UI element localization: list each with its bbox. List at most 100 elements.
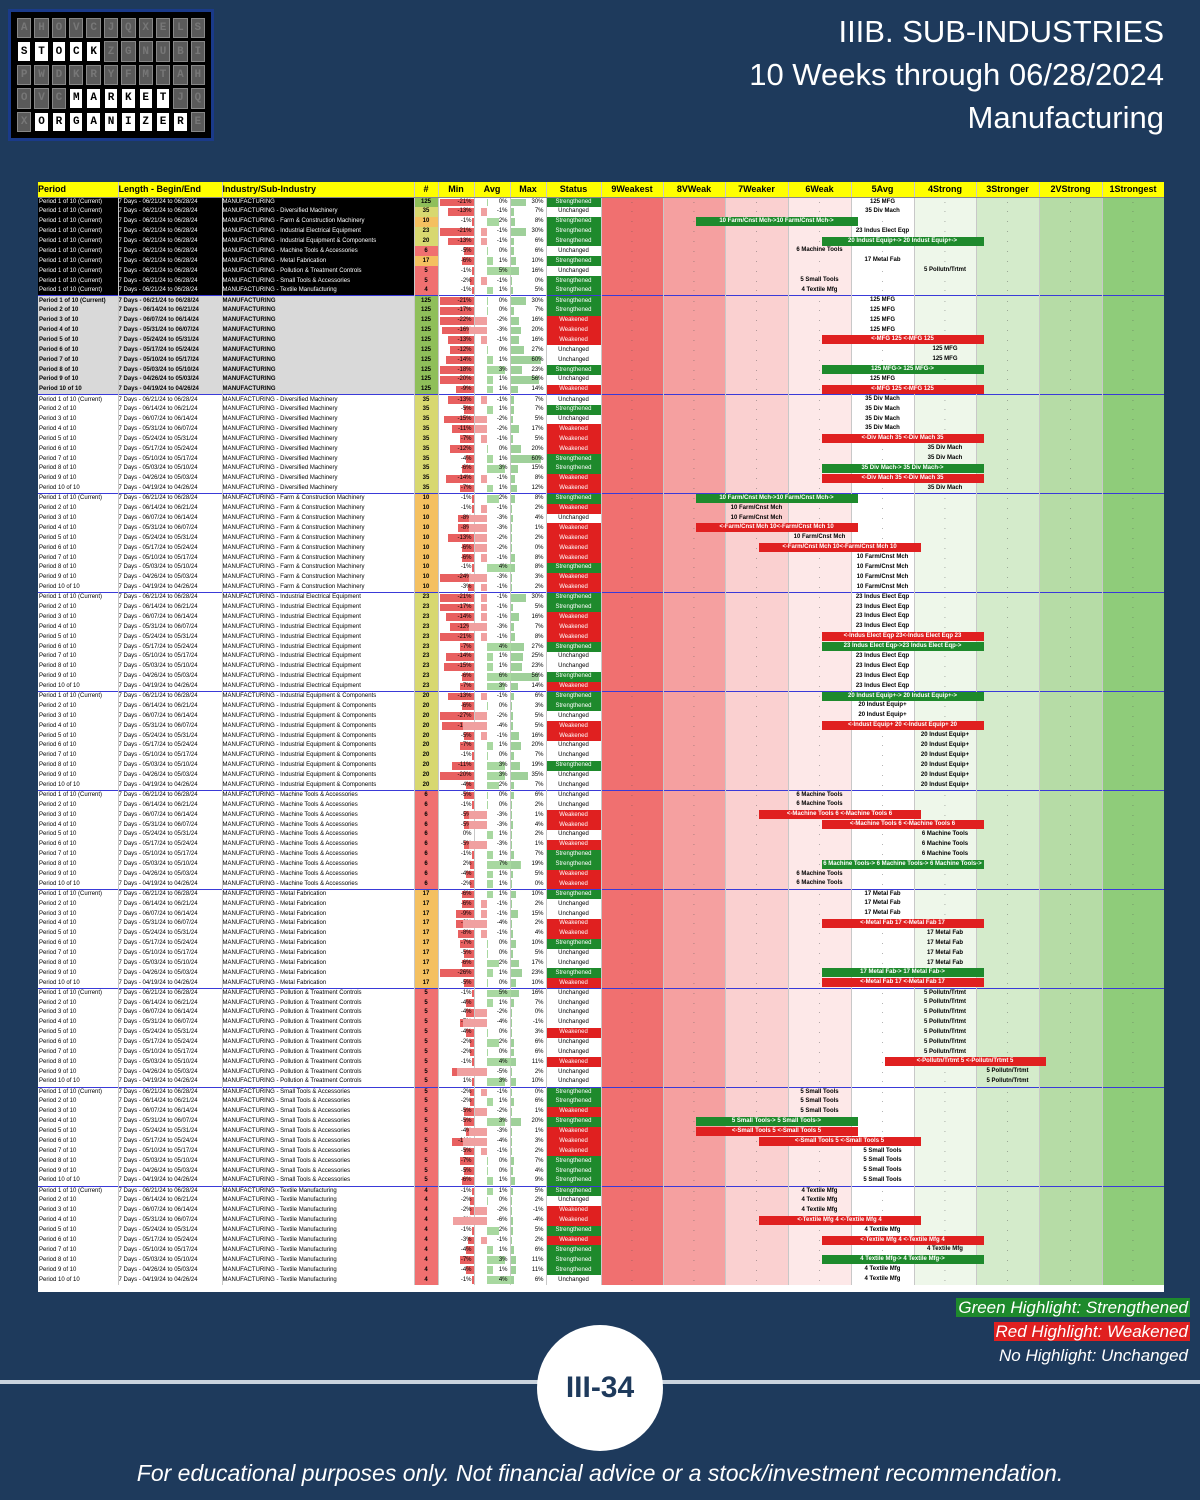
max-cell: 12% [510, 483, 547, 494]
period-cell: Period 6 of 10 [38, 444, 119, 455]
status-cell: Weakened [546, 483, 602, 494]
max-value: 17% [531, 960, 544, 967]
min-cell: -5% [438, 1146, 475, 1157]
rank-cell: . [1039, 375, 1103, 385]
rank-cell: . [1102, 1136, 1164, 1147]
rank-cell: . [1102, 721, 1164, 732]
rank-label: 5 Small Tools-> 5 Small Tools-> [695, 1116, 858, 1126]
rank-cell: . [601, 553, 664, 563]
max-cell: 4% [510, 928, 547, 939]
min-bar [441, 722, 474, 731]
period-cell: Period 9 of 10 [38, 671, 119, 682]
period-cell: Period 4 of 10 [38, 523, 119, 534]
avg-value: 3% [498, 682, 508, 689]
min-bar [471, 751, 474, 760]
rank-cell: . [788, 849, 852, 860]
rank-cell: . [663, 325, 726, 336]
avg-cell: 2% [474, 216, 511, 227]
avg-cell: -3% [468, 839, 511, 850]
rank-cell: . [1102, 622, 1164, 633]
min-bar [463, 732, 474, 740]
table-row: Period 9 of 10 7 Days - 04/26/24 to 05/03… [38, 671, 1164, 682]
rank-cell: 10 Farm/Cnst Mch [851, 572, 915, 583]
table-header-row: Period Length - Begin/End Industry/Sub-Ind… [38, 182, 1164, 198]
industry-cell: MANUFACTURING - Industrial Equipment & C… [222, 731, 415, 741]
avg-value: 1% [498, 653, 508, 660]
rank-cell: . [601, 1275, 664, 1285]
table-row: Period 1 of 10 (Current) 7 Days - 06/21/2… [38, 276, 1164, 287]
rank-cell: . [725, 1156, 789, 1167]
avg-bar [486, 1028, 488, 1037]
rank-cell: . [663, 820, 726, 830]
min-bar [455, 385, 474, 394]
period-cell: Period 10 of 10 [38, 1077, 119, 1088]
max-bar [510, 425, 519, 434]
rank-label: 125 MFG [932, 356, 958, 363]
min-bar [463, 1167, 474, 1176]
max-value: 60% [531, 356, 544, 363]
avg-bar [486, 1187, 493, 1195]
rank-cell: . [601, 1166, 664, 1177]
rank-cell: 20 Indust Equip+ [851, 701, 915, 712]
max-value: 12% [531, 485, 544, 492]
rank-cell: . [976, 473, 1040, 484]
rank-cell: . [1102, 246, 1164, 257]
max-cell: 0% [510, 1086, 547, 1098]
table-row: Period 8 of 10 7 Days - 05/03/24 to 05/10… [38, 562, 1164, 573]
min-cell: -7% [438, 434, 475, 445]
rank-cell: . [1039, 789, 1103, 801]
logo-cell: T [155, 88, 171, 109]
rank-label: 23 Indus Elect Eqp [855, 603, 910, 610]
length-cell: 7 Days - 05/03/24 to 05/10/24 [118, 760, 223, 771]
industry-cell: MANUFACTURING - Metal Fabrication [222, 928, 415, 939]
rank-label: 17 Metal Fab-> 17 Metal Fab-> [821, 968, 984, 978]
avg-value: 3% [498, 1118, 508, 1125]
length-cell: 7 Days - 06/14/24 to 06/21/24 [118, 602, 223, 613]
min-cell: -2% [438, 276, 475, 287]
count-cell: 5 [414, 276, 439, 287]
count-cell: 6 [414, 789, 439, 801]
max-value: 30% [531, 228, 544, 235]
max-bar [510, 356, 541, 365]
min-cell: -27% [438, 711, 475, 722]
rank-label: 5 Pollutn/Trtmt [924, 999, 966, 1006]
max-bar [510, 346, 524, 355]
rank-cell: . [601, 671, 664, 682]
rank-cell: . [1039, 286, 1103, 296]
rank-cell: . [1039, 414, 1103, 425]
logo-cell: X [138, 18, 153, 39]
rank-cell: . [663, 473, 726, 484]
rank-cell: 125 MFG [851, 295, 915, 306]
count-cell: 4 [414, 286, 439, 296]
rank-cell: . [725, 938, 789, 949]
rank-cell: . [725, 830, 789, 840]
count-cell: 35 [414, 444, 439, 455]
length-cell: 7 Days - 05/03/24 to 05/10/24 [118, 365, 223, 376]
rank-label: 125 MFG-> 125 MFG-> [821, 365, 984, 375]
table-row: Period 9 of 10 7 Days - 04/26/24 to 05/03… [38, 770, 1164, 781]
avg-cell: 1% [474, 661, 511, 672]
length-cell: 7 Days - 05/17/24 to 05/24/24 [118, 1136, 223, 1147]
logo-cell: K [121, 88, 136, 109]
min-value: -27% [457, 712, 472, 719]
length-cell: 7 Days - 06/07/24 to 06/14/24 [118, 612, 223, 623]
min-value: -1% [460, 287, 472, 294]
rank-cell: 6 Machine Tools [914, 830, 977, 840]
max-cell: 7% [510, 1156, 547, 1167]
period-cell: Period 3 of 10 [38, 1008, 119, 1018]
rank-cell: . [788, 256, 852, 267]
count-cell: 35 [414, 483, 439, 494]
min-value: -5% [460, 1167, 472, 1174]
rank-cell: <-Div Mach 35 <-Div Mach 35 [821, 434, 984, 445]
rank-label: 35 Div Mach [865, 425, 900, 432]
rank-cell: . [788, 424, 852, 435]
rank-cell: . [601, 345, 664, 356]
length-cell: 7 Days - 06/21/24 to 06/28/24 [118, 1086, 223, 1098]
avg-bar [486, 939, 488, 948]
rank-cell: . [1102, 513, 1164, 524]
rank-cell: . [851, 1126, 915, 1137]
count-cell: 4 [414, 1275, 439, 1285]
count-cell: 6 [414, 839, 439, 850]
min-value: -21% [457, 633, 472, 640]
length-cell: 7 Days - 06/14/24 to 06/21/24 [118, 800, 223, 811]
